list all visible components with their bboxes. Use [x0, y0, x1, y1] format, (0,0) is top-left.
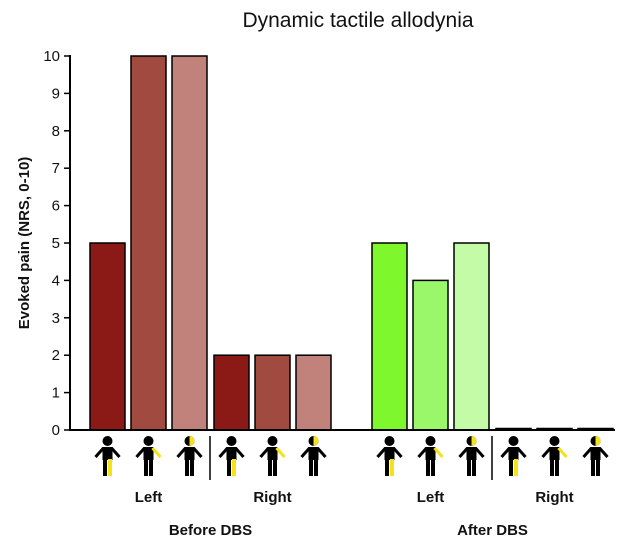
group-label: After DBS — [457, 522, 528, 538]
icon-arm-right — [516, 447, 527, 458]
bar-before-dbs-right-1 — [213, 354, 250, 431]
group-label: Before DBS — [169, 522, 252, 538]
body-arm-highlight-icon — [259, 436, 286, 476]
icon-arm-left — [176, 447, 187, 458]
icon-torso — [143, 447, 154, 460]
icon-arm-right — [234, 447, 245, 458]
icon-arm-right — [392, 447, 403, 458]
side-label: Right — [535, 489, 573, 506]
icon-head — [549, 436, 560, 446]
icon-arm-right — [275, 447, 286, 458]
bar-after-dbs-left-2 — [412, 279, 449, 431]
icon-torso — [184, 447, 195, 460]
bar-after-dbs-left-3 — [453, 242, 490, 431]
icon-head — [102, 436, 113, 446]
side-label: Left — [417, 489, 445, 506]
body-icons — [94, 436, 609, 476]
icon-arm-left — [417, 447, 428, 458]
icon-face-highlight — [595, 436, 601, 446]
icon-arm-left — [94, 447, 105, 458]
icon-torso — [226, 447, 237, 460]
icon-arm-left — [582, 447, 593, 458]
body-arm-highlight-icon — [417, 436, 444, 476]
icon-head — [267, 436, 278, 446]
icon-head — [226, 436, 237, 446]
icon-torso — [590, 447, 601, 460]
icon-head — [384, 436, 395, 446]
y-axis: 0 1 2 3 4 5 6 7 8 9 10 — [43, 48, 71, 439]
bar-after-dbs-left-1 — [371, 242, 408, 431]
icon-arm-left — [458, 447, 469, 458]
chart-title: Dynamic tactile allodynia — [242, 9, 473, 32]
y-tick-label: 6 — [52, 198, 60, 215]
y-tick-label: 3 — [52, 310, 60, 327]
side-label: Right — [253, 489, 291, 506]
icon-arm-left — [376, 447, 387, 458]
y-tick-label: 10 — [43, 48, 60, 65]
body-face-highlight-icon — [458, 436, 485, 476]
bar-before-dbs-left-2 — [130, 55, 167, 431]
y-tick-label: 2 — [52, 347, 60, 364]
y-tick-label: 5 — [52, 235, 60, 252]
y-tick-label: 8 — [52, 123, 60, 140]
body-face-highlight-icon — [176, 436, 203, 476]
icon-arm-right — [110, 447, 121, 458]
icon-head — [425, 436, 436, 446]
icon-arm-right — [151, 447, 162, 458]
icon-arm-right — [474, 447, 485, 458]
body-face-highlight-icon — [300, 436, 327, 476]
icon-torso — [466, 447, 477, 460]
body-leg-highlight-icon — [376, 436, 403, 476]
body-leg-highlight-icon — [94, 436, 121, 476]
bar-before-dbs-left-1 — [89, 242, 126, 431]
icon-torso — [425, 447, 436, 460]
side-label: Left — [135, 489, 163, 506]
icon-arm-left — [259, 447, 270, 458]
icon-arm-left — [135, 447, 146, 458]
bar-before-dbs-right-2 — [254, 354, 291, 431]
icon-torso — [308, 447, 319, 460]
bar-before-dbs-left-3 — [171, 55, 208, 431]
body-arm-highlight-icon — [541, 436, 568, 476]
icon-head — [143, 436, 154, 446]
y-tick-label: 0 — [52, 422, 60, 439]
icon-torso — [549, 447, 560, 460]
icon-arm-left — [500, 447, 511, 458]
icon-arm-right — [598, 447, 609, 458]
icon-face-highlight — [189, 436, 195, 446]
body-arm-highlight-icon — [135, 436, 162, 476]
y-tick-label: 9 — [52, 85, 60, 102]
icon-arm-left — [300, 447, 311, 458]
icon-torso — [384, 447, 395, 460]
icon-arm-right — [557, 447, 568, 458]
y-axis-label: Evoked pain (NRS, 0-10) — [16, 157, 33, 330]
y-tick-label: 1 — [52, 385, 60, 402]
icon-torso — [508, 447, 519, 460]
icon-arm-left — [541, 447, 552, 458]
y-tick-label: 4 — [52, 272, 60, 289]
icon-arm-right — [316, 447, 327, 458]
icon-arm-left — [218, 447, 229, 458]
icon-head — [508, 436, 519, 446]
icon-arm-right — [433, 447, 444, 458]
bars — [89, 55, 614, 431]
icon-arm-right — [192, 447, 203, 458]
body-leg-highlight-icon — [218, 436, 245, 476]
body-leg-highlight-icon — [500, 436, 527, 476]
y-tick-label: 7 — [52, 160, 60, 177]
icon-torso — [102, 447, 113, 460]
bar-before-dbs-right-3 — [295, 354, 332, 431]
icon-face-highlight — [313, 436, 319, 446]
body-face-highlight-icon — [582, 436, 609, 476]
icon-face-highlight — [471, 436, 477, 446]
icon-torso — [267, 447, 278, 460]
